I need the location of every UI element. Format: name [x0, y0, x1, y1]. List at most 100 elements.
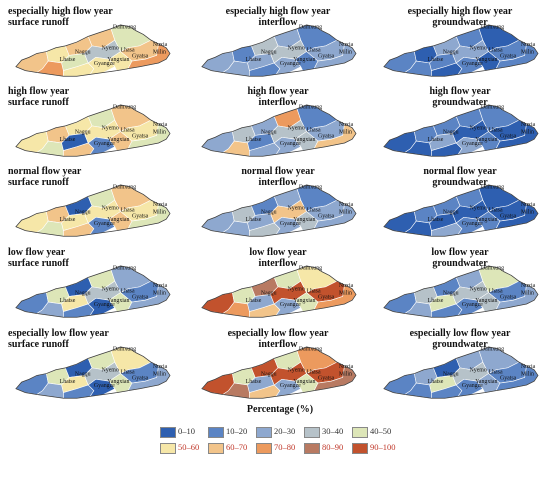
- place-label: Yangxian: [107, 137, 129, 143]
- place-label: Nyemo: [470, 126, 487, 132]
- place-label: Damxung: [481, 266, 504, 272]
- place-label: Nyemo: [288, 368, 305, 374]
- panel-title: high flow year interflow: [190, 86, 366, 108]
- panel-title: low flow year interflow: [190, 247, 366, 269]
- place-label: Lhatse: [246, 137, 262, 143]
- panel-title-scenario: normal flow year: [8, 166, 82, 177]
- place-label: Nyemo: [288, 46, 305, 52]
- subbasin-region: [455, 378, 484, 397]
- place-label: Lhatse: [246, 217, 262, 223]
- place-label: Gyatsa: [318, 375, 335, 381]
- map-panel-slfy-sr: especially low flow year surface runoff Da…: [4, 326, 180, 404]
- place-label: Lhatse: [60, 57, 76, 63]
- legend-label: 70–80: [274, 442, 296, 452]
- place-label: Lhasa: [121, 208, 135, 214]
- place-label: Lhatse: [428, 217, 444, 223]
- place-label: Yangxian: [475, 298, 497, 304]
- basin-outline: [201, 346, 357, 399]
- place-label: Yangxian: [107, 57, 129, 63]
- place-label: Nuxia: [339, 364, 354, 370]
- place-label: Nuxia: [521, 42, 536, 48]
- legend-swatch: [160, 427, 176, 438]
- place-label: Lhasa: [489, 128, 503, 134]
- subbasin-region: [87, 216, 116, 235]
- legend-label: 50–60: [178, 442, 200, 452]
- place-label: Nagqu: [443, 129, 459, 135]
- panel-title: low flow year surface runoff: [8, 247, 69, 269]
- basin-outline: [383, 184, 539, 237]
- place-label: Nagqu: [75, 49, 91, 55]
- legend-swatch: [256, 427, 272, 438]
- place-label: Nagqu: [75, 290, 91, 296]
- map-panel-hfy-if: high flow year interflow Damxung Lhasa Nyemo…: [190, 84, 366, 162]
- place-label: Nuxia: [521, 364, 536, 370]
- place-label: Damxung: [481, 25, 504, 31]
- place-label: Gyangze: [462, 141, 483, 147]
- panel-title: high flow year surface runoff: [8, 86, 69, 108]
- place-label: Yangxian: [107, 217, 129, 223]
- panel-title-component: interflow: [258, 258, 298, 269]
- place-label: Milin: [153, 371, 166, 377]
- place-label: Yangxian: [107, 298, 129, 304]
- panel-title-scenario: especially high flow year: [407, 6, 513, 17]
- place-label: Damxung: [113, 25, 136, 31]
- place-label: Damxung: [299, 105, 322, 111]
- legend-swatch: [352, 443, 368, 454]
- place-label: Gyatsa: [500, 53, 517, 59]
- place-label: Nuxia: [521, 202, 536, 208]
- panel-title-scenario: high flow year: [429, 86, 491, 97]
- map-panel-slfy-if: especially low flow year interflow Damxung…: [190, 326, 366, 404]
- subbasin-region: [273, 216, 302, 235]
- map-panel-shfy-sr: especially high flow year surface runoff D…: [4, 4, 180, 82]
- panel-title: especially low flow year interflow: [190, 328, 366, 350]
- place-label: Yangxian: [475, 217, 497, 223]
- place-label: Nagqu: [443, 290, 459, 296]
- place-label: Damxung: [481, 347, 504, 353]
- place-label: Lhasa: [489, 289, 503, 295]
- basin-outline: [383, 346, 539, 399]
- legend-swatch: [208, 443, 224, 454]
- place-label: Nuxia: [339, 42, 354, 48]
- place-label: Lhasa: [307, 48, 321, 54]
- panel-title-scenario: high flow year: [247, 86, 309, 97]
- panel-title: especially high flow year groundwater: [372, 6, 548, 28]
- place-label: Nagqu: [261, 129, 277, 135]
- place-label: Milin: [521, 49, 534, 55]
- place-label: Damxung: [113, 347, 136, 353]
- basin-outline: [201, 104, 357, 157]
- place-label: Nagqu: [261, 290, 277, 296]
- place-label: Gyangze: [94, 221, 115, 227]
- place-label: Gyatsa: [500, 213, 517, 219]
- basin-outline: [383, 24, 539, 77]
- panel-title-component: surface runoff: [8, 339, 69, 350]
- panel-title: especially low flow year surface runoff: [8, 328, 109, 350]
- place-label: Gyangze: [280, 141, 301, 147]
- place-label: Nyemo: [102, 126, 119, 132]
- place-label: Lhasa: [489, 208, 503, 214]
- panel-title-scenario: high flow year: [8, 86, 70, 97]
- legend-label: 90–100: [370, 442, 396, 452]
- basin-outline: [15, 184, 171, 237]
- place-label: Lhasa: [489, 370, 503, 376]
- place-label: Nyemo: [102, 368, 119, 374]
- map-panel-lfy-sr: low flow year surface runoff Damxung Lhasa N…: [4, 245, 180, 323]
- panel-title-component: groundwater: [432, 17, 488, 28]
- legend-label: 0–10: [178, 426, 195, 436]
- map-panel-nfy-sr: normal flow year surface runoff Damxung Lha…: [4, 164, 180, 242]
- place-label: Nagqu: [75, 371, 91, 377]
- place-label: Damxung: [299, 185, 322, 191]
- legend-swatch: [256, 443, 272, 454]
- place-label: Damxung: [299, 25, 322, 31]
- place-label: Lhatse: [246, 57, 262, 63]
- place-label: Gyatsa: [318, 133, 335, 139]
- place-label: Nyemo: [470, 46, 487, 52]
- place-label: Nagqu: [261, 371, 277, 377]
- basin-outline: [15, 265, 171, 318]
